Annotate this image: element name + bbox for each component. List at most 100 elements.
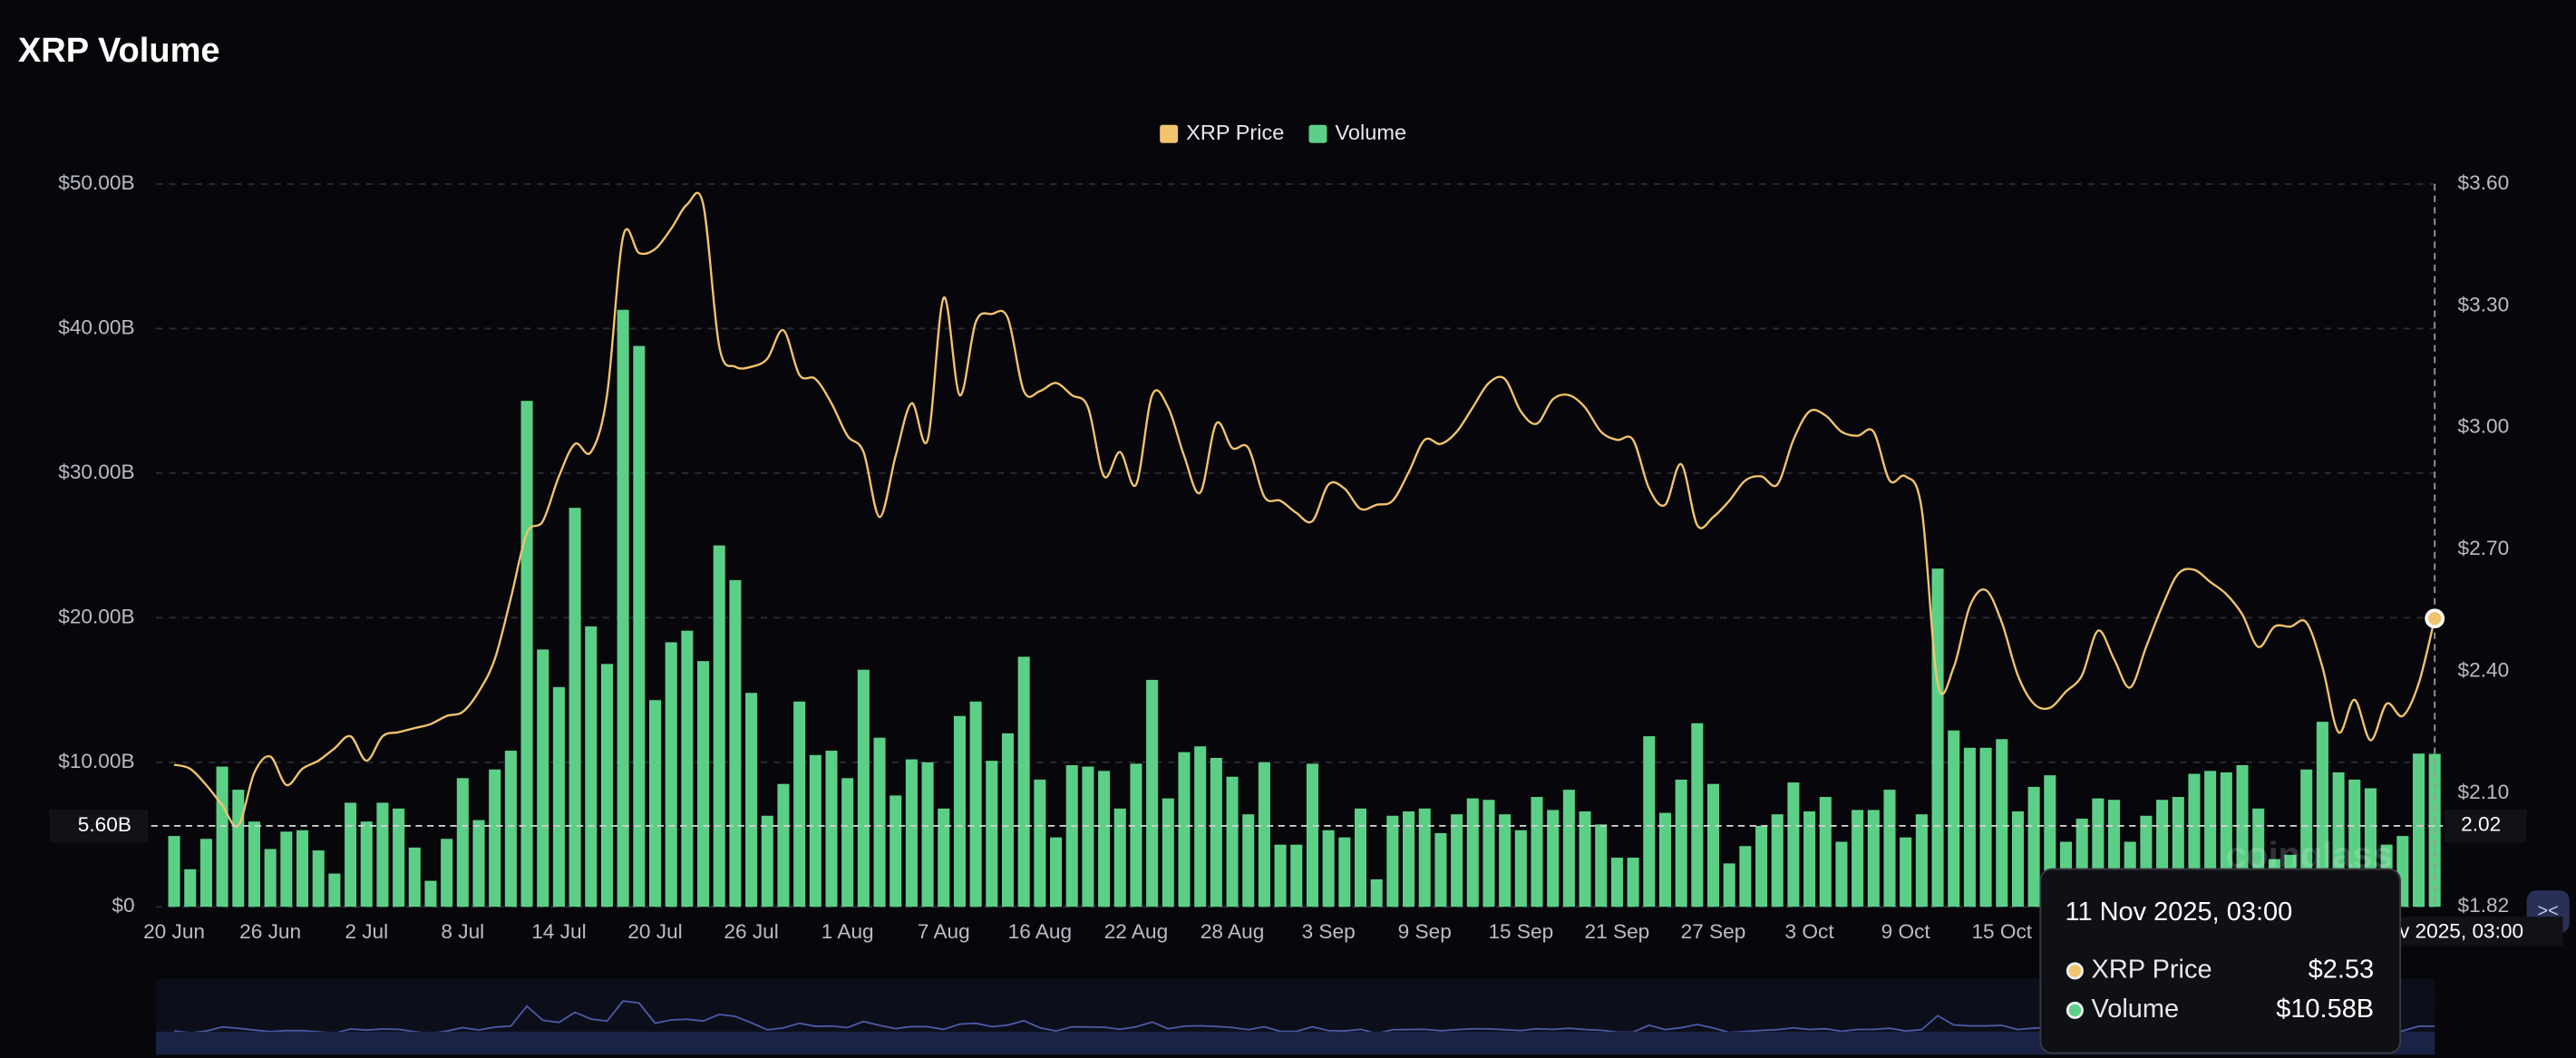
volume-bar [809, 754, 821, 908]
volume-bar [312, 850, 325, 908]
volume-bar [841, 778, 854, 908]
volume-bar [472, 820, 485, 908]
chart-title: XRP Volume [18, 32, 220, 70]
volume-bar [1338, 837, 1351, 908]
y-tick-label: $10.00B [58, 750, 134, 772]
volume-bar [1979, 747, 1992, 908]
volume-bar [232, 790, 245, 908]
x-tick-label: 26 Jun [239, 920, 301, 943]
x-tick-label: 1 Aug [821, 920, 874, 943]
volume-bar [1835, 841, 1848, 908]
volume-bar [1001, 733, 1015, 908]
tooltip-series-name: Volume [2092, 995, 2180, 1024]
volume-bar [633, 345, 646, 908]
volume-bar [537, 649, 549, 908]
volume-bar [1706, 783, 1720, 908]
volume-bar [1675, 779, 1687, 908]
legend-swatch [1160, 124, 1179, 143]
tooltip-series-name: XRP Price [2092, 956, 2212, 985]
legend-label: Volume [1336, 121, 1407, 144]
volume-bar [1900, 837, 1912, 908]
volume-bar [1931, 568, 1944, 908]
volume-bar [1418, 808, 1431, 908]
volume-bar [1482, 800, 1495, 908]
volume-bar [665, 642, 677, 908]
y-tick-label: $20.00B [58, 605, 134, 627]
volume-bar [1755, 825, 1768, 908]
x-tick-label: 28 Aug [1201, 920, 1264, 943]
volume-bar [1852, 810, 1864, 908]
volume-bar [1996, 739, 2008, 908]
x-tick-label: 20 Jul [627, 920, 682, 943]
volume-bar [1739, 846, 1752, 908]
tooltip-title: 11 Nov 2025, 03:00 [2066, 898, 2293, 927]
volume-bar [1386, 815, 1399, 908]
volume-bar [1082, 766, 1094, 908]
volume-bar [1403, 810, 1415, 908]
volume-bar [761, 815, 773, 908]
volume-bar [1723, 863, 1735, 908]
volume-bar [1258, 762, 1270, 908]
volume-bar [1065, 764, 1078, 908]
legend: XRP Price Volume [1160, 121, 1406, 144]
y-tick-label: $40.00B [58, 315, 134, 338]
volume-bar [1547, 810, 1560, 908]
x-tick-label: 20 Jun [143, 920, 205, 943]
volume-bar [1948, 730, 1960, 908]
volume-bar [184, 869, 197, 908]
volume-bar [729, 579, 742, 908]
volume-bar [520, 401, 533, 908]
volume-bar [489, 769, 501, 908]
volume-bar [1771, 814, 1784, 908]
volume-bar [1017, 656, 1030, 908]
x-tick-label: 9 Sep [1398, 920, 1452, 943]
volume-bar [199, 839, 212, 908]
volume-bar [168, 836, 180, 908]
volume-bar [857, 669, 870, 908]
volume-bar [1290, 844, 1303, 908]
tooltip-value: $10.58B [2276, 995, 2374, 1024]
volume-bar [1610, 858, 1623, 908]
volume-bar [1466, 798, 1479, 908]
volume-bar [1354, 808, 1367, 908]
legend-swatch [1308, 124, 1327, 143]
x-tick-label: 27 Sep [1681, 920, 1746, 943]
volume-bar [1787, 782, 1800, 908]
volume-bar [1098, 771, 1111, 908]
volume-bar [216, 766, 228, 908]
tooltip-dot [2066, 962, 2084, 980]
volume-bar [585, 626, 598, 908]
volume-bar [938, 808, 950, 908]
volume-bar [1370, 878, 1383, 908]
x-tick-label: 15 Sep [1488, 920, 1553, 943]
volume-bar [648, 700, 662, 908]
y-tick-label: $0 [112, 894, 134, 917]
volume-bar [360, 821, 373, 908]
y-tick-label: $30.00B [58, 461, 134, 483]
volume-bar [1531, 797, 1543, 908]
y2-tick-label: $2.10 [2458, 781, 2510, 803]
x-tick-label: 2 Jul [345, 920, 388, 943]
y-tick-label: $50.00B [58, 171, 134, 194]
volume-bar [1050, 837, 1063, 908]
volume-bar [552, 686, 565, 908]
volume-bar [1146, 679, 1159, 908]
volume-bar [1274, 844, 1287, 908]
volume-bar [376, 802, 389, 908]
volume-bar [296, 830, 309, 908]
volume-bar [697, 661, 710, 908]
x-tick-label: 3 Sep [1302, 920, 1356, 943]
x-tick-label: 21 Sep [1585, 920, 1650, 943]
volume-bar [393, 808, 405, 908]
volume-bar [713, 545, 725, 908]
volume-bar [1819, 797, 1832, 908]
volume-bar [2316, 722, 2328, 908]
volume-bar [2412, 753, 2425, 908]
volume-bar [1963, 747, 1976, 908]
volume-bar [264, 849, 277, 908]
x-tick-label: 9 Oct [1881, 920, 1931, 943]
volume-bar [745, 693, 758, 908]
volume-bar [1113, 808, 1126, 908]
